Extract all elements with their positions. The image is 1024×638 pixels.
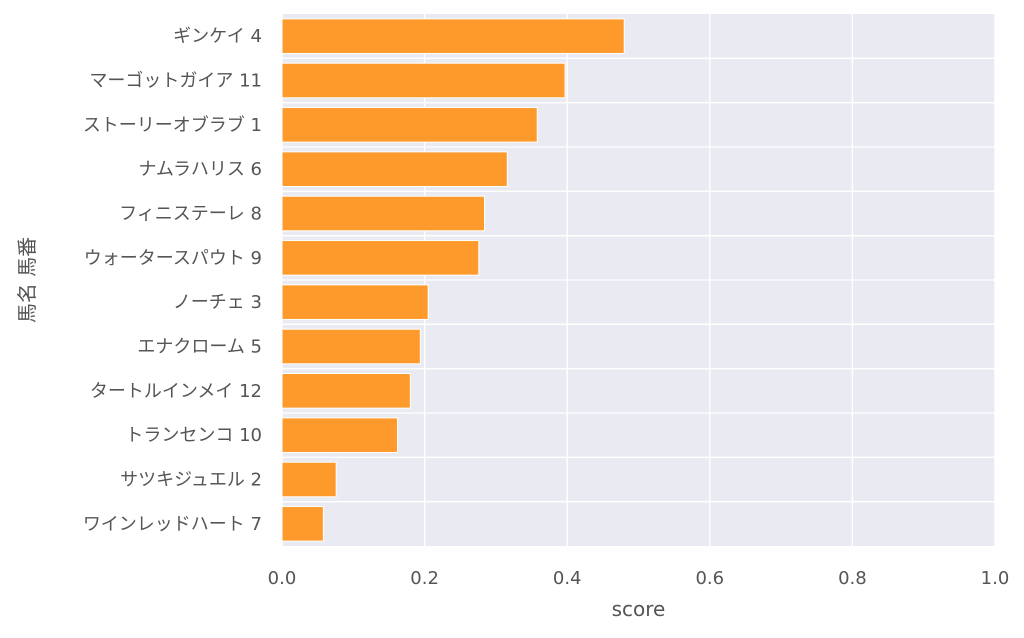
y-tick-label: ギンケイ 4 [173, 26, 262, 47]
bar [281, 461, 337, 498]
y-tick-label: ワインレッドハート 7 [83, 514, 262, 535]
grid-lines [281, 14, 996, 546]
y-tick-label: トランセンコ 10 [125, 425, 262, 446]
y-tick-label: フィニステーレ 8 [119, 204, 262, 225]
y-tick-label: エナクローム 5 [137, 337, 262, 358]
bar [281, 62, 566, 99]
y-axis-label: 馬名 馬番 [15, 237, 39, 323]
x-tick-label: 1.0 [981, 568, 1010, 589]
y-tick-label: ノーチェ 3 [173, 292, 262, 313]
y-tick-label: サツキジュエル 2 [120, 470, 262, 491]
x-tick-label: 0.2 [410, 568, 439, 589]
y-tick-label: マーゴットガイア 11 [89, 71, 262, 92]
x-tick-label: 0.6 [695, 568, 724, 589]
bar [281, 18, 625, 54]
bar [281, 107, 538, 143]
y-tick-label: ウォータースパウト 9 [84, 248, 262, 269]
y-tick-label: タートルインメイ 12 [90, 381, 262, 402]
bar [281, 284, 429, 320]
bar [281, 373, 411, 409]
bar [281, 195, 485, 232]
x-tick-labels: 0.0 0.2 0.4 0.6 0.8 1.0 [268, 568, 1010, 589]
bar [281, 506, 324, 542]
bar [281, 151, 508, 187]
bar [281, 417, 399, 453]
bar [281, 328, 421, 365]
x-tick-label: 0.4 [553, 568, 582, 589]
y-tick-labels: ギンケイ 4 マーゴットガイア 11 ストーリーオブラブ 1 ナムラハリス 6 フィニス… [83, 26, 262, 535]
y-tick-label: ストーリーオブラブ 1 [83, 114, 262, 136]
x-tick-label: 0.0 [268, 568, 297, 589]
x-axis-label: score [612, 597, 666, 621]
bar [281, 240, 480, 276]
x-tick-label: 0.8 [838, 568, 867, 589]
bars [281, 18, 625, 542]
y-tick-label: ナムラハリス 6 [138, 159, 262, 180]
